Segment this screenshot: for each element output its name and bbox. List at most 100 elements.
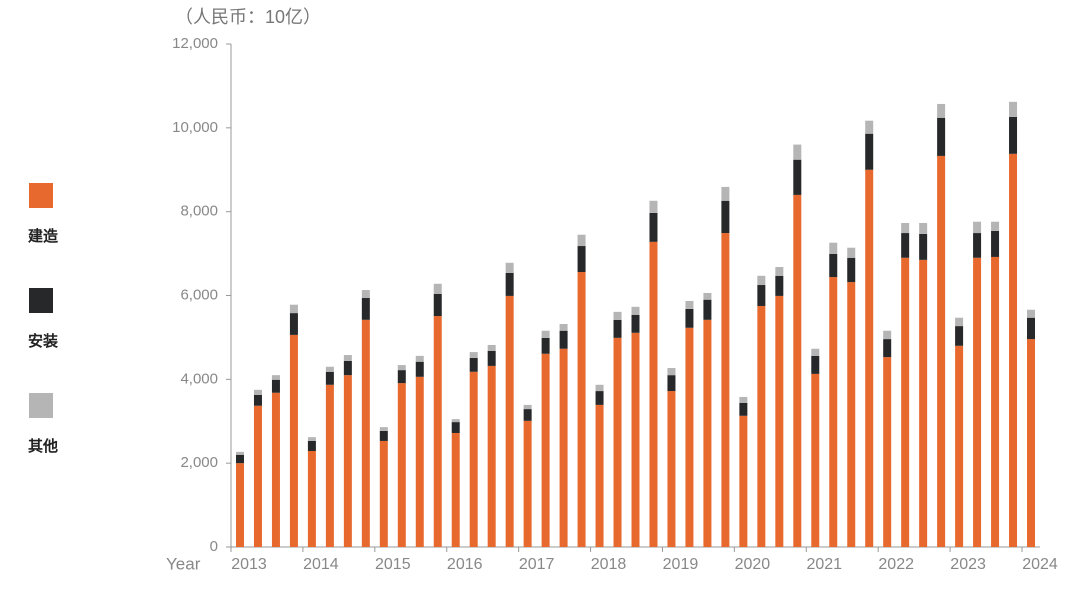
bar-segment xyxy=(271,392,280,547)
x-tick-label: 2022 xyxy=(878,556,914,573)
bar-segment xyxy=(469,352,478,358)
bar-segment xyxy=(937,155,946,548)
bar-segment xyxy=(685,300,694,309)
bar-segment xyxy=(487,344,496,351)
bar-segment xyxy=(1009,116,1018,154)
bar-segment xyxy=(703,292,712,300)
bar-segment xyxy=(595,404,604,547)
bar-segment xyxy=(433,293,442,317)
bar-segment xyxy=(1027,317,1036,340)
x-tick-label: 2014 xyxy=(303,556,339,573)
bar-segment xyxy=(379,440,388,547)
bar-segment xyxy=(883,357,892,547)
bar-segment xyxy=(703,299,712,320)
bar-segment xyxy=(361,298,370,320)
bar-segment xyxy=(343,360,352,376)
bar-segment xyxy=(757,305,766,547)
bar-segment xyxy=(235,463,244,547)
legend-swatch xyxy=(29,183,53,208)
bar-segment xyxy=(649,241,658,547)
bar-segment xyxy=(667,375,676,392)
bar-segment xyxy=(289,334,298,547)
bar-segment xyxy=(919,233,928,260)
x-tick-label: 2013 xyxy=(231,556,267,573)
y-tick-label: 10,000 xyxy=(172,119,218,136)
bar-segment xyxy=(991,256,1000,547)
bar-segment xyxy=(559,324,568,331)
unit-label: （人民币：10亿） xyxy=(175,7,321,27)
bar-segment xyxy=(739,402,748,416)
bar-segment xyxy=(703,319,712,547)
bar-segment xyxy=(505,272,514,296)
bar-segment xyxy=(829,277,838,547)
bar-segment xyxy=(253,389,262,395)
bar-segment xyxy=(415,376,424,547)
bar-segment xyxy=(505,295,514,547)
bar-segment xyxy=(1027,339,1036,547)
bar-segment xyxy=(379,427,388,431)
legend-swatch xyxy=(29,393,53,418)
bar-segment xyxy=(343,375,352,547)
bar-segment xyxy=(955,317,964,327)
x-tick-label: 2021 xyxy=(806,556,842,573)
bar-segment xyxy=(397,370,406,384)
y-tick-label: 0 xyxy=(210,538,218,555)
bar-segment xyxy=(523,409,532,421)
bar-segment xyxy=(541,337,550,354)
bar-segment xyxy=(757,285,766,306)
bar-segment xyxy=(361,319,370,547)
x-tick-label: 2024 xyxy=(1022,556,1058,573)
bar-segment xyxy=(307,440,316,452)
bar-segment xyxy=(937,117,946,156)
bar-segment xyxy=(613,319,622,338)
bar-segment xyxy=(721,233,730,547)
bar-segment xyxy=(415,355,424,362)
bar-segment xyxy=(577,272,586,547)
legend-label: 建造 xyxy=(28,227,58,245)
bar-segment xyxy=(289,313,298,335)
bar-segment xyxy=(577,234,586,247)
bar-segment xyxy=(1009,101,1018,117)
bar-segment xyxy=(469,371,478,547)
bar-segment xyxy=(451,422,460,433)
bar-segment xyxy=(667,368,676,376)
bar-segment xyxy=(523,420,532,547)
bar-segment xyxy=(991,230,1000,257)
bar-segment xyxy=(847,247,856,258)
bar-segment xyxy=(973,221,982,234)
y-tick-label: 2,000 xyxy=(180,454,218,471)
bar-segment xyxy=(865,120,874,134)
bar-segment xyxy=(433,283,442,294)
x-tick-label: 2018 xyxy=(591,556,627,573)
bar-segment xyxy=(451,432,460,547)
x-axis-label: Year xyxy=(166,554,201,573)
y-tick-label: 12,000 xyxy=(172,35,218,52)
bar-segment xyxy=(793,159,802,195)
bar-segment xyxy=(901,222,910,234)
bar-segment xyxy=(541,330,550,338)
bar-segment xyxy=(901,233,910,258)
bar-segment xyxy=(973,233,982,258)
bar-segment xyxy=(235,451,244,455)
bar-segment xyxy=(919,222,928,234)
bar-segment xyxy=(487,350,496,366)
bar-segment xyxy=(271,379,280,393)
bar-segment xyxy=(721,186,730,201)
bar-segment xyxy=(865,133,874,170)
bar-segment xyxy=(1009,153,1018,548)
bar-segment xyxy=(505,262,514,273)
bar-segment xyxy=(829,242,838,255)
bar-segment xyxy=(793,144,802,160)
bar-segment xyxy=(757,275,766,286)
bar-segment xyxy=(613,337,622,547)
bar-segment xyxy=(523,404,532,410)
bar-segment xyxy=(739,415,748,547)
bar-segment xyxy=(613,311,622,320)
bar-segment xyxy=(775,295,784,547)
bar-segment xyxy=(811,348,820,356)
bar-segment xyxy=(595,391,604,405)
bar-segment xyxy=(433,316,442,547)
legend-label: 其他 xyxy=(28,437,58,455)
bar-segment xyxy=(937,103,946,118)
